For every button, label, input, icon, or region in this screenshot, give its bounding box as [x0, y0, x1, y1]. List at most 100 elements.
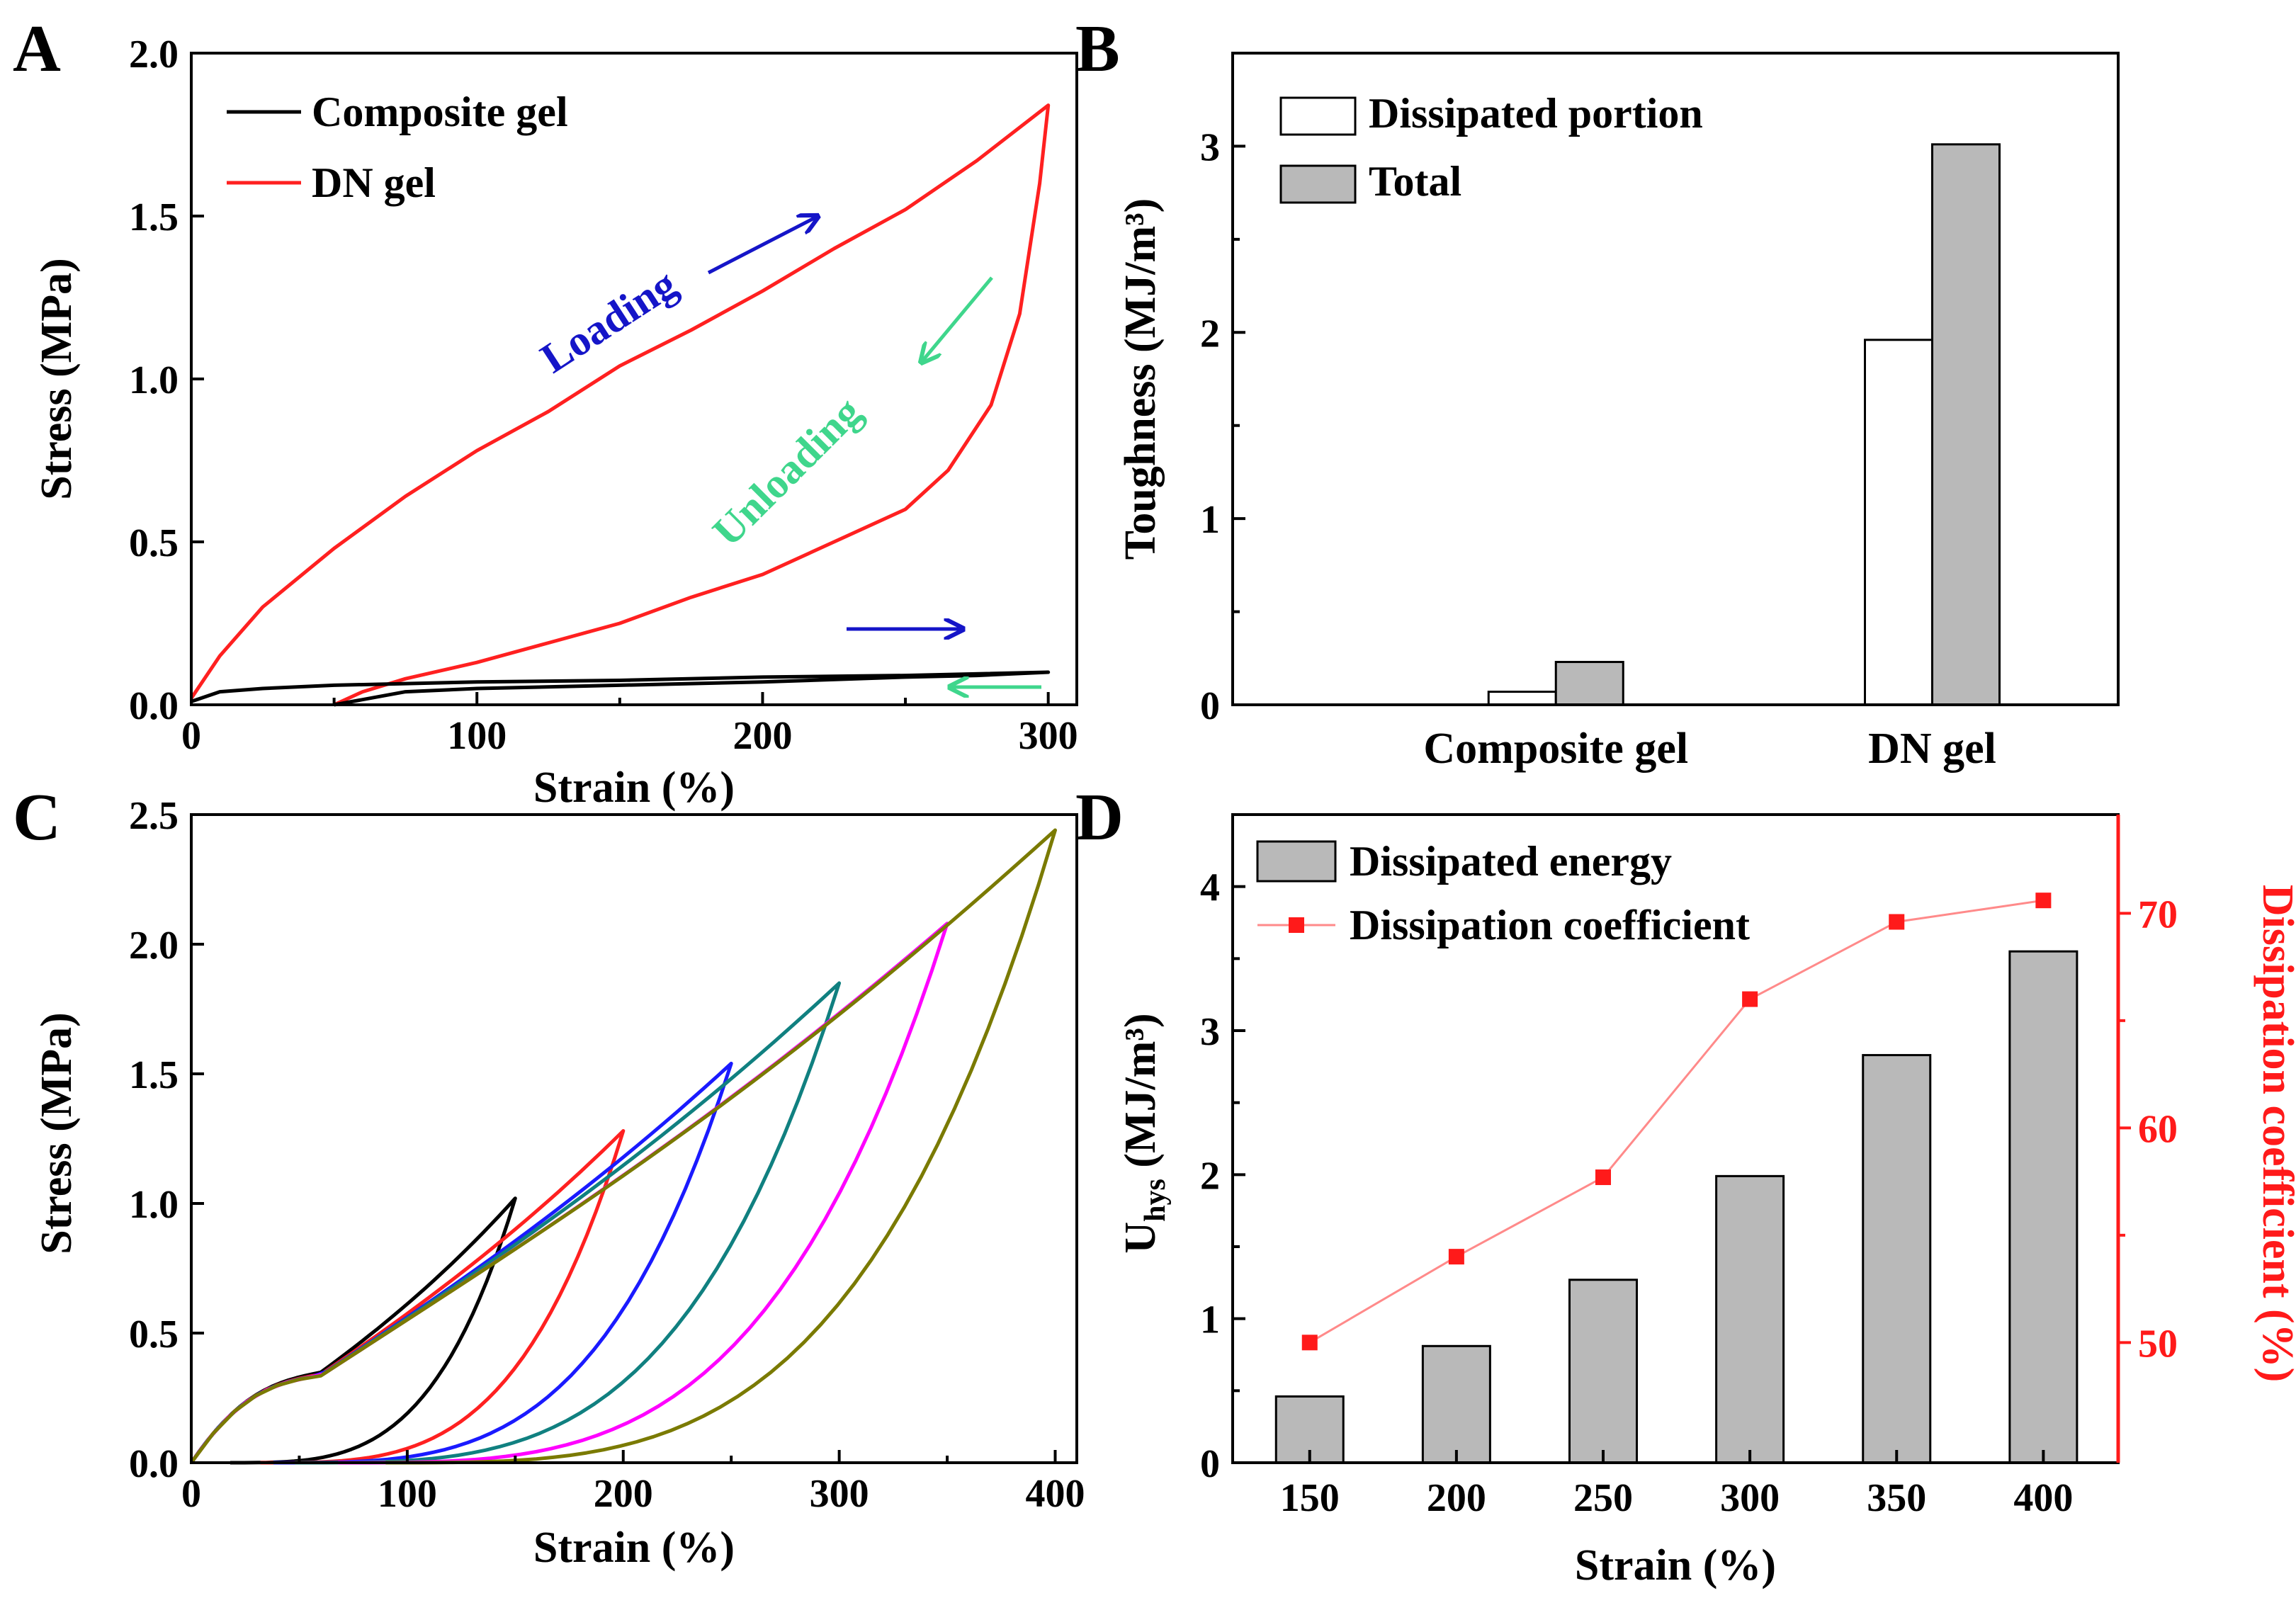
curve-strain-250 [189, 1061, 733, 1465]
d-y-tick-label: 4 [1200, 866, 1220, 910]
annotation-loading: Loading [533, 260, 685, 382]
panel-letter-c: C [13, 781, 61, 854]
b-y-axis-title: Toughness (MJ/m³) [1116, 198, 1165, 560]
panel-d: D 150 200 250 300 350 400 0 1 2 3 4 50 6… [1075, 781, 2296, 1590]
point-dissipation-coefficient [1889, 914, 1905, 930]
bar-total [1931, 143, 2001, 706]
d-y2-tick-label: 60 [2138, 1107, 2178, 1151]
a-x-tick-label: 0 [181, 714, 201, 758]
panel-letter-d: D [1075, 781, 1124, 854]
panel-letter-b: B [1075, 12, 1120, 86]
point-dissipation-coefficient [1448, 1249, 1464, 1265]
c-y-tick-label: 2.0 [129, 924, 179, 968]
a-y-tick-label: 1.5 [129, 196, 179, 239]
point-dissipation-coefficient [1595, 1169, 1611, 1186]
d-x-tick-label: 300 [1720, 1476, 1780, 1520]
c-x-axis-title: Strain (%) [533, 1524, 735, 1572]
d-y-axis-title-main: U [1116, 1222, 1165, 1254]
bar-total [1554, 661, 1624, 706]
unloading-arrow-icon [921, 276, 993, 363]
curve-strain-400 [189, 828, 1057, 1465]
legend-swatch-dissipated-energy [1256, 840, 1337, 883]
c-y-tick-label: 0.0 [129, 1442, 179, 1486]
bar-dissipated-energy [1568, 1279, 1638, 1464]
legend-label-composite-gel: Composite gel [312, 89, 568, 135]
curve-dn-gel [189, 103, 1051, 707]
c-y-tick-label: 2.5 [129, 794, 179, 838]
bar-dissipated-energy [2008, 950, 2079, 1464]
a-y-tick-label: 0.5 [129, 521, 179, 565]
c-y-tick-label: 1.0 [129, 1183, 179, 1227]
d-x-tick-label: 400 [2013, 1476, 2073, 1520]
legend-label-dissipation-coefficient: Dissipation coefficient [1350, 902, 1750, 948]
b-y-tick-label: 0 [1200, 684, 1220, 728]
annotation-unloading: Unloading [703, 388, 870, 555]
panel-d-ticks [1233, 815, 2131, 1464]
b-category-label: Composite gel [1423, 725, 1688, 773]
d-x-axis-title: Strain (%) [1575, 1541, 1776, 1590]
panel-d-marks [1274, 892, 2079, 1464]
loading-arrow-icon [707, 216, 818, 275]
panel-b: B 0 1 2 3 Composite gel DN gel Toughness… [1075, 12, 2120, 773]
a-x-tick-label: 100 [447, 714, 507, 758]
c-y-axis-title: Stress (MPa) [33, 1012, 81, 1254]
bar-dissipated-portion [1864, 339, 1933, 706]
legend-label-dn-gel: DN gel [312, 159, 436, 206]
d-y-tick-label: 0 [1200, 1442, 1220, 1486]
panel-c-curves [189, 828, 1057, 1465]
b-y-tick-label: 2 [1200, 312, 1220, 356]
panel-a: A 0 100 200 300 0.0 0.5 1.0 1.5 2.0 Stra… [13, 12, 1078, 812]
legend-swatch-dissipated-portion [1279, 96, 1357, 136]
b-y-tick-label: 3 [1200, 125, 1220, 169]
d-x-tick-label: 350 [1867, 1476, 1926, 1520]
point-dissipation-coefficient [2035, 892, 2052, 909]
a-y-tick-label: 0.0 [129, 684, 179, 728]
curve-strain-300 [189, 981, 842, 1465]
d-x-tick-label: 200 [1427, 1476, 1486, 1520]
d-x-tick-label: 150 [1280, 1476, 1340, 1520]
b-y-tick-label: 1 [1200, 498, 1220, 542]
a-y-tick-label: 1.0 [129, 358, 179, 402]
bar-dissipated-energy [1421, 1344, 1491, 1464]
d-y-tick-label: 3 [1200, 1010, 1220, 1054]
panel-c-ticks [190, 813, 1057, 1464]
d-y2-tick-label: 70 [2138, 892, 2178, 936]
d-y-axis-title-subscript: hys [1139, 1179, 1172, 1222]
d-x-tick-label: 250 [1573, 1476, 1633, 1520]
legend-swatch-total [1279, 164, 1357, 204]
d-y2-axis-title: Dissipation coefficient (%) [2253, 885, 2296, 1383]
c-y-tick-label: 0.5 [129, 1313, 179, 1356]
a-x-tick-label: 300 [1019, 714, 1078, 758]
legend-marker-dissipation-coefficient [1289, 917, 1304, 933]
bar-dissipated-energy [1862, 1054, 1932, 1464]
panel-a-curves [189, 103, 1051, 707]
d-y-tick-label: 2 [1200, 1154, 1220, 1198]
legend-label-dissipated-portion: Dissipated portion [1369, 90, 1703, 137]
c-x-tick-label: 300 [810, 1472, 869, 1516]
a-x-tick-label: 200 [733, 714, 792, 758]
c-x-tick-label: 200 [594, 1472, 653, 1516]
bar-dissipated-portion [1487, 691, 1557, 706]
panel-c-frame [190, 813, 1078, 1464]
c-x-tick-label: 0 [181, 1472, 201, 1516]
legend-label-total: Total [1369, 158, 1461, 205]
c-x-tick-label: 400 [1026, 1472, 1085, 1516]
c-y-tick-label: 1.5 [129, 1053, 179, 1097]
d-y-axis-title: Uhys (MJ/m³) [1116, 1013, 1172, 1253]
panel-letter-a: A [13, 12, 61, 86]
point-dissipation-coefficient [1301, 1334, 1318, 1351]
panel-b-bars [1487, 143, 2001, 706]
panel-b-ticks [1233, 144, 1245, 706]
c-x-tick-label: 100 [378, 1472, 437, 1516]
legend-label-dissipated-energy: Dissipated energy [1350, 838, 1672, 885]
panel-a-ticks [190, 52, 1050, 706]
line-dissipation-coefficient [1309, 899, 2044, 1344]
curve-strain-150 [189, 1196, 517, 1465]
bar-dissipated-energy [1715, 1174, 1785, 1464]
b-category-label: DN gel [1868, 725, 1996, 773]
d-y-tick-label: 1 [1200, 1298, 1220, 1342]
d-y-axis-title-units: (MJ/m³) [1116, 1013, 1165, 1179]
point-dissipation-coefficient [1742, 991, 1758, 1007]
a-y-axis-title: Stress (MPa) [33, 258, 81, 499]
panel-a-frame [190, 52, 1078, 706]
